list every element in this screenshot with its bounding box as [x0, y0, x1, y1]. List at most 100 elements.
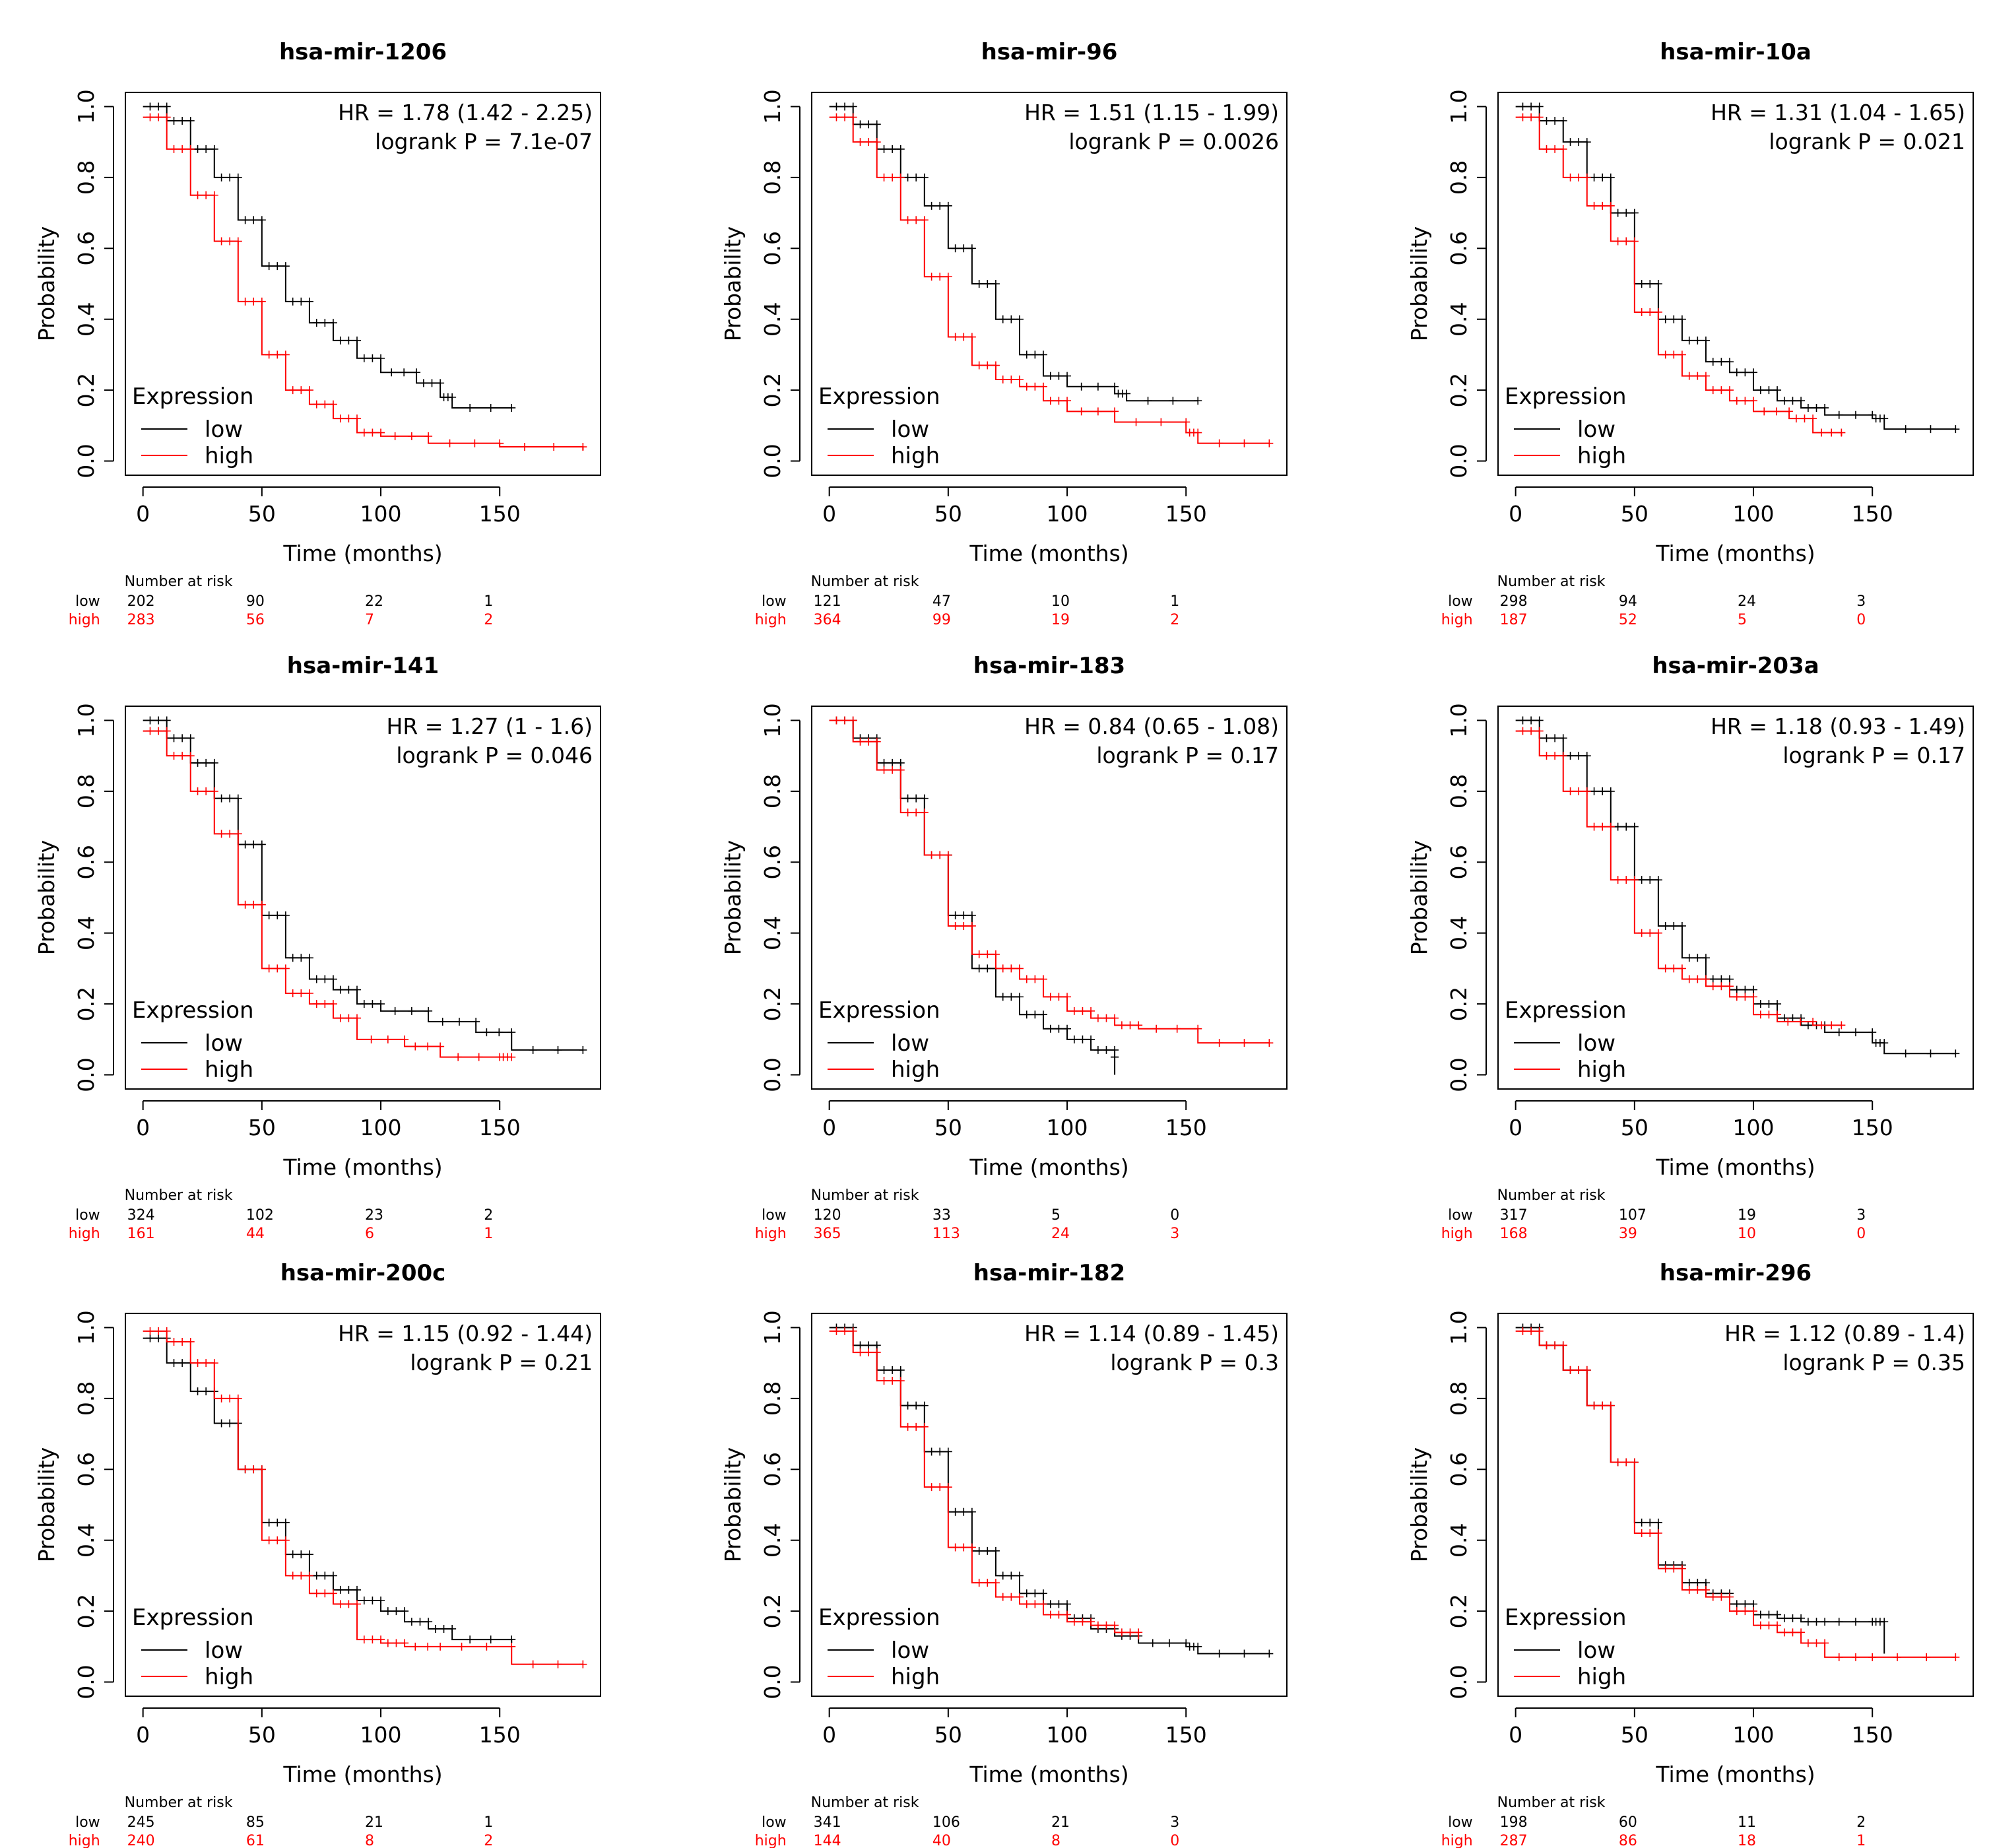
- y-tick-label: 0.8: [760, 1381, 785, 1416]
- censor-mark: [162, 727, 171, 735]
- y-tick-label: 0.2: [760, 1594, 785, 1628]
- y-axis-label: Probability: [34, 1447, 59, 1562]
- censor-mark: [1606, 173, 1615, 182]
- censor-mark: [1078, 1618, 1087, 1626]
- censor-mark: [975, 964, 983, 973]
- censor-mark: [1654, 1529, 1662, 1537]
- censor-mark: [1590, 1401, 1598, 1410]
- censor-mark: [1773, 386, 1782, 395]
- censor-mark: [1796, 1017, 1805, 1026]
- censor-mark: [202, 1387, 211, 1396]
- censor-mark: [1070, 1618, 1078, 1626]
- censor-mark: [297, 1571, 306, 1580]
- risk-count-low: 102: [246, 1207, 274, 1224]
- censor-mark: [856, 120, 865, 129]
- censor-mark: [265, 1518, 273, 1527]
- x-tick-label: 50: [934, 1115, 962, 1140]
- y-tick-label: 1.0: [1446, 1310, 1472, 1344]
- censor-mark: [377, 1597, 385, 1604]
- censor-mark: [849, 102, 857, 111]
- censor-mark: [507, 1053, 516, 1061]
- y-tick-label: 0.0: [73, 1665, 99, 1699]
- censor-mark: [1880, 1618, 1889, 1626]
- censor-mark: [927, 201, 936, 210]
- censor-mark: [257, 216, 266, 224]
- censor-mark: [495, 1028, 504, 1037]
- x-tick-label: 0: [1509, 501, 1522, 527]
- legend-label-low: low: [205, 1637, 243, 1664]
- censor-mark: [193, 758, 202, 767]
- censor-mark: [1756, 1610, 1765, 1619]
- censor-mark: [1551, 145, 1559, 153]
- censor-mark: [1614, 822, 1622, 831]
- censor-mark: [903, 1401, 912, 1410]
- censor-mark: [186, 734, 195, 742]
- censor-mark: [428, 379, 436, 387]
- censor-mark: [1701, 1585, 1710, 1594]
- logrank-p-text: logrank P = 0.3: [1110, 1350, 1279, 1375]
- km-panel-hsa-mir-200c: hsa-mir-200c 0 50 100 150 Time (months) 0.0 0.2…: [13, 1241, 673, 1848]
- censor-mark: [1542, 145, 1551, 153]
- censor-mark: [983, 1546, 992, 1555]
- censor-mark: [841, 102, 849, 111]
- censor-mark: [1518, 716, 1527, 725]
- risk-count-low: 90: [246, 593, 265, 610]
- y-tick-label: 0.4: [1446, 915, 1472, 950]
- censor-mark: [392, 1607, 401, 1616]
- y-tick-label: 1.0: [760, 89, 785, 123]
- risk-count-high: 365: [814, 1226, 841, 1242]
- censor-mark: [1022, 1589, 1031, 1598]
- censor-mark: [401, 1639, 409, 1647]
- censor-mark: [1732, 1607, 1741, 1616]
- censor-mark: [1637, 280, 1646, 288]
- censor-mark: [210, 145, 218, 153]
- censor-mark: [1031, 350, 1039, 359]
- x-tick-label: 100: [1047, 1722, 1088, 1748]
- censor-mark: [312, 975, 321, 983]
- censor-mark: [1575, 787, 1583, 795]
- censor-mark: [1670, 921, 1678, 930]
- censor-mark: [865, 737, 873, 746]
- km-chart-svg: hsa-mir-1206 0 50 100 150 Time (months) 0.0 0.2…: [34, 39, 601, 628]
- censor-mark: [193, 145, 202, 153]
- censor-mark: [1598, 1401, 1607, 1410]
- logrank-p-text: logrank P = 0.0026: [1068, 129, 1279, 154]
- y-tick-label: 0.4: [1446, 302, 1472, 336]
- legend-title: Expression: [1505, 383, 1627, 410]
- censor-mark: [1678, 1564, 1686, 1573]
- censor-mark: [1717, 358, 1726, 366]
- y-tick-label: 0.8: [760, 774, 785, 808]
- censor-mark: [1804, 1639, 1812, 1647]
- censor-mark: [336, 985, 344, 994]
- censor-mark: [991, 1546, 1000, 1555]
- censor-mark: [352, 1014, 361, 1022]
- censor-mark: [1093, 1621, 1102, 1630]
- legend-label-high: high: [205, 443, 253, 469]
- censor-mark: [1837, 428, 1846, 437]
- y-tick-label: 0.8: [760, 160, 785, 195]
- censor-mark: [529, 1045, 537, 1054]
- censor-mark: [880, 766, 888, 774]
- censor-mark: [273, 262, 282, 271]
- risk-count-high: 52: [1619, 612, 1637, 628]
- censor-mark: [436, 1642, 445, 1651]
- y-tick-label: 0.4: [760, 1523, 785, 1557]
- censor-mark: [1784, 1017, 1792, 1026]
- censor-mark: [202, 1359, 211, 1368]
- censor-mark: [1637, 1529, 1646, 1537]
- km-curve-low: [1515, 719, 1956, 1055]
- risk-count-low: 5: [1051, 1207, 1061, 1224]
- risk-count-low: 0: [1170, 1207, 1179, 1224]
- x-tick-label: 150: [1165, 1722, 1207, 1748]
- censor-mark: [1598, 201, 1607, 210]
- legend-label-high: high: [1577, 1664, 1626, 1690]
- censor-mark: [391, 1006, 399, 1015]
- censor-mark: [1670, 315, 1678, 323]
- censor-mark: [1614, 209, 1622, 217]
- chart-title: hsa-mir-203a: [1652, 653, 1819, 679]
- censor-mark: [1741, 993, 1749, 1001]
- censor-mark: [896, 1377, 905, 1385]
- censor-mark: [1559, 145, 1567, 153]
- censor-mark: [1773, 1000, 1782, 1008]
- censor-mark: [912, 1422, 921, 1431]
